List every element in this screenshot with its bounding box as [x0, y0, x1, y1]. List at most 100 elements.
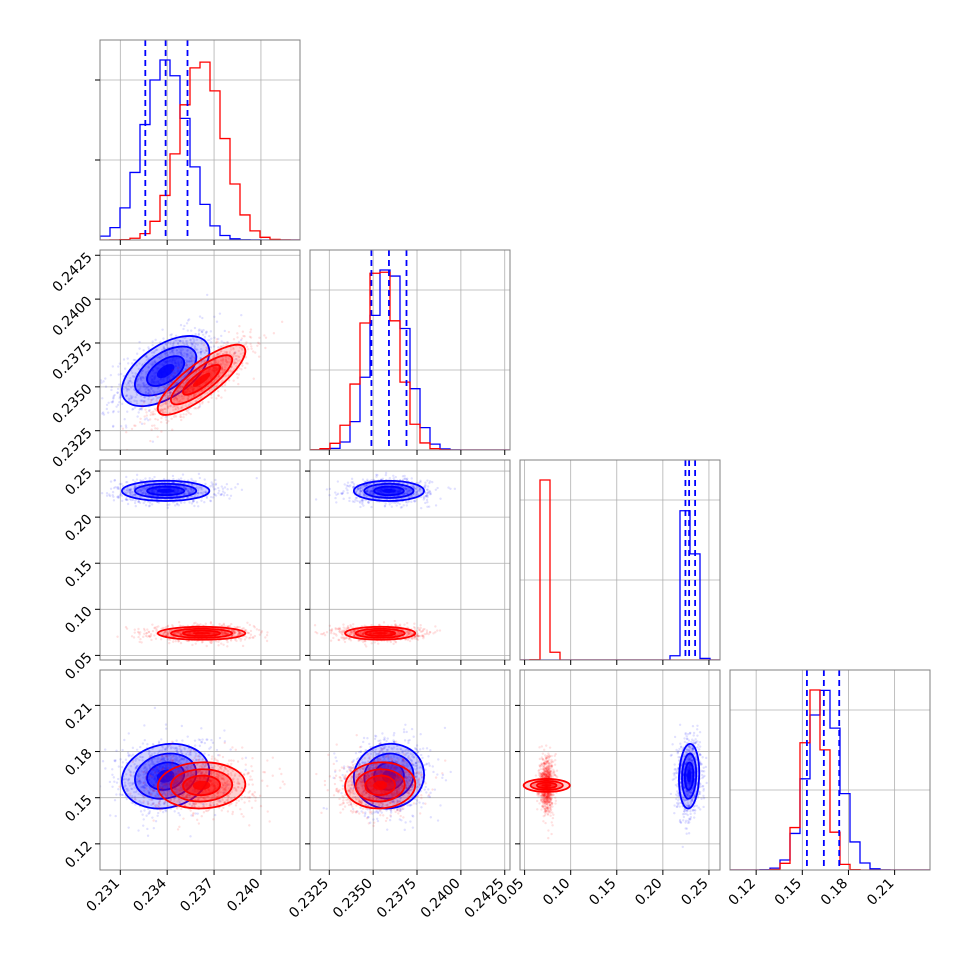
- scatter-point: [104, 377, 107, 380]
- scatter-point: [138, 489, 141, 493]
- scatter-point: [197, 472, 201, 476]
- scatter-point: [187, 487, 190, 491]
- scatter-point: [131, 494, 135, 497]
- scatter-point: [415, 491, 418, 494]
- scatter-point: [171, 368, 174, 372]
- scatter-point: [213, 359, 216, 362]
- scatter-point: [156, 427, 159, 430]
- scatter-point: [156, 435, 159, 439]
- scatter-point: [202, 359, 206, 363]
- scatter-point: [137, 499, 141, 503]
- scatter-point: [205, 330, 208, 333]
- scatter-point: [230, 622, 233, 626]
- scatter-point: [153, 627, 156, 630]
- scatter-point: [223, 632, 226, 636]
- scatter-point: [257, 355, 261, 358]
- scatter-point: [237, 630, 241, 633]
- scatter-point: [340, 492, 344, 495]
- scatter-point: [404, 487, 407, 490]
- scatter-point: [408, 489, 411, 493]
- scatter-point: [138, 495, 142, 498]
- scatter-point: [214, 341, 218, 344]
- scatter-point: [138, 421, 142, 424]
- scatter-point: [202, 343, 206, 347]
- scatter-point: [220, 630, 224, 633]
- scatter-point: [182, 416, 185, 419]
- scatter-point: [401, 475, 405, 478]
- scatter-point: [212, 488, 216, 491]
- scatter-point: [237, 632, 240, 636]
- scatter-point: [222, 632, 226, 635]
- scatter-point: [190, 329, 193, 332]
- scatter-point: [345, 484, 348, 487]
- scatter-point: [177, 631, 180, 634]
- scatter-point: [342, 623, 345, 626]
- scatter-point: [182, 327, 185, 331]
- scatter-point: [356, 499, 359, 503]
- scatter-point: [118, 482, 122, 486]
- scatter-point: [224, 355, 228, 359]
- scatter-point: [177, 640, 180, 643]
- scatter-point: [101, 412, 104, 415]
- scatter-point: [172, 415, 176, 418]
- scatter-point: [179, 351, 182, 354]
- scatter-point: [144, 371, 148, 374]
- scatter-point: [214, 359, 218, 362]
- scatter-point: [222, 344, 225, 347]
- scatter-point: [185, 413, 188, 416]
- scatter-point: [166, 391, 169, 395]
- scatter-point: [192, 395, 196, 398]
- scatter-point: [179, 633, 183, 636]
- scatter-point: [232, 347, 235, 351]
- scatter-point: [219, 362, 222, 366]
- scatter-point: [405, 489, 408, 492]
- scatter-point: [221, 487, 225, 490]
- scatter-point: [95, 485, 97, 487]
- scatter-point: [142, 635, 145, 639]
- scatter-point: [112, 409, 115, 413]
- scatter-point: [365, 489, 369, 492]
- scatter-point: [166, 353, 170, 357]
- scatter-point: [235, 625, 239, 629]
- scatter-point: [406, 490, 409, 493]
- scatter-point: [134, 493, 137, 496]
- scatter-point: [347, 626, 351, 630]
- scatter-point: [184, 404, 187, 407]
- scatter-point: [182, 376, 185, 379]
- scatter-point: [199, 351, 203, 354]
- scatter-point: [133, 424, 136, 427]
- scatter-point: [193, 489, 196, 492]
- scatter-point: [407, 490, 410, 494]
- scatter-point: [426, 485, 430, 488]
- scatter-point: [177, 390, 180, 393]
- scatter-point: [146, 486, 149, 489]
- scatter-point: [192, 395, 196, 398]
- scatter-point: [124, 394, 128, 398]
- scatter-point: [143, 629, 146, 632]
- scatter-point: [179, 387, 183, 391]
- scatter-point: [126, 502, 130, 506]
- scatter-point: [204, 491, 207, 494]
- scatter-point: [233, 631, 237, 635]
- scatter-point: [164, 342, 167, 346]
- scatter-point: [125, 383, 129, 387]
- scatter-point: [315, 632, 319, 635]
- scatter-point: [153, 634, 156, 637]
- scatter-point: [126, 490, 130, 494]
- scatter-point: [152, 410, 155, 413]
- scatter-point: [237, 349, 241, 353]
- scatter-point: [192, 483, 195, 487]
- scatter-point: [190, 483, 193, 486]
- scatter-point: [176, 342, 180, 345]
- scatter-point: [415, 634, 419, 637]
- scatter-point: [164, 387, 167, 390]
- scatter-point: [187, 483, 190, 486]
- scatter-point: [153, 360, 157, 364]
- scatter-point: [198, 362, 201, 366]
- scatter-point: [187, 403, 191, 407]
- scatter-point: [100, 379, 103, 382]
- scatter-point: [202, 328, 205, 332]
- scatter-point: [244, 356, 248, 359]
- scatter-point: [226, 340, 229, 344]
- scatter-point: [368, 490, 371, 493]
